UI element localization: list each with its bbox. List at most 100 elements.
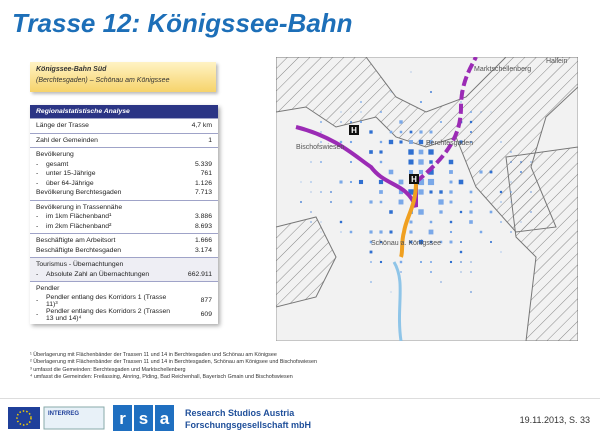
density-square <box>530 161 532 163</box>
density-square <box>390 291 392 293</box>
density-square <box>310 181 312 183</box>
row-label: Zahl der Gemeinden <box>36 136 98 144</box>
density-square <box>370 261 372 263</box>
row-label: Bevölkerung Berchtesgaden <box>36 189 122 197</box>
row-value: 3.886 <box>194 213 212 221</box>
density-square <box>420 261 422 263</box>
density-square <box>409 230 413 234</box>
density-square <box>320 121 322 123</box>
footnote: ² Überlagerung mit Flächenbänder der Tra… <box>30 359 317 366</box>
density-square <box>469 140 473 144</box>
table-row: - im 2km Flächenband² 8.693 <box>30 222 218 232</box>
density-square <box>398 179 404 185</box>
table-row: - im 1km Flächenband¹ 3.886 <box>30 212 218 222</box>
row-bullet: - <box>36 311 39 318</box>
row-value: 3.174 <box>194 246 212 254</box>
density-square <box>489 210 493 214</box>
density-square <box>469 190 473 194</box>
row-label: im 2km Flächenband² <box>46 222 112 230</box>
row-label: im 1km Flächenband¹ <box>46 213 112 221</box>
density-square <box>378 179 384 185</box>
density-square <box>369 240 373 244</box>
density-square <box>449 180 453 184</box>
density-square <box>310 191 312 193</box>
density-square <box>300 181 302 183</box>
density-square <box>489 170 493 174</box>
density-square <box>408 159 414 165</box>
density-square <box>459 250 463 254</box>
row-label: Absolute Zahl an Übernachtungen <box>46 270 150 278</box>
density-square <box>300 201 302 203</box>
density-square <box>440 281 442 283</box>
density-square <box>479 230 483 234</box>
density-square <box>418 189 424 195</box>
density-square <box>428 169 434 175</box>
density-square <box>460 101 462 103</box>
row-label: unter 15-Jährige <box>46 170 96 178</box>
row-value: 4,7 km <box>191 122 212 130</box>
row-label: Pendler <box>36 285 60 293</box>
density-square <box>510 191 512 193</box>
stop-box <box>409 174 419 184</box>
table-row: Beschäftigte Berchtesgaden 3.174 <box>30 246 218 256</box>
density-square <box>379 160 383 164</box>
density-square <box>449 170 453 174</box>
density-square <box>459 210 463 214</box>
density-square <box>419 130 423 134</box>
density-square <box>388 139 394 145</box>
row-value: 1.126 <box>194 179 212 187</box>
density-square <box>448 159 454 165</box>
density-square <box>409 240 413 244</box>
density-square <box>390 91 392 93</box>
density-square <box>490 111 492 113</box>
org-line-1: Research Studios Austria <box>185 408 295 418</box>
density-square <box>430 261 432 263</box>
row-bullet: - <box>36 160 39 168</box>
density-square <box>418 169 424 175</box>
interreg-text: INTERREG <box>48 411 79 417</box>
row-value: 609 <box>200 311 212 318</box>
stop-marker: H <box>411 175 417 184</box>
logo-square <box>155 405 174 431</box>
stop-box <box>349 125 359 135</box>
density-square <box>470 261 472 263</box>
density-square <box>470 111 472 113</box>
route-line-11 <box>295 125 418 208</box>
table-group: Pendler - Pendler entlang des Korridors 1 … <box>30 281 218 324</box>
hatched-area <box>505 146 578 341</box>
density-square <box>460 271 462 273</box>
density-square <box>520 161 522 163</box>
logo-square <box>134 405 153 431</box>
density-square <box>398 199 404 205</box>
density-square <box>410 71 412 73</box>
density-square <box>320 161 322 163</box>
density-square <box>340 121 342 123</box>
row-value: 7.713 <box>194 189 212 197</box>
density-square <box>379 140 383 144</box>
density-square <box>358 179 364 185</box>
density-square <box>500 251 502 253</box>
density-square <box>418 209 424 215</box>
footnote: ⁴ umfasst die Gemeinden: Freilassing, Ai… <box>30 374 293 381</box>
density-square <box>340 111 342 113</box>
density-square <box>408 149 414 155</box>
density-square <box>458 179 464 185</box>
row-label: Länge der Trasse <box>36 122 89 130</box>
density-square <box>389 130 393 134</box>
hatched-area <box>276 216 337 308</box>
stop-marker: H <box>351 126 357 135</box>
table-row: Zahl der Gemeinden 1 <box>30 136 218 146</box>
density-square <box>320 141 322 143</box>
table-row: Länge der Trasse 4,7 km <box>30 121 218 131</box>
density-square <box>449 230 453 234</box>
density-square <box>427 178 435 186</box>
density-square <box>470 131 472 133</box>
density-square <box>438 199 444 205</box>
interreg-logo <box>43 406 105 430</box>
density-square <box>440 121 442 123</box>
density-square <box>429 160 433 164</box>
density-square <box>449 220 453 224</box>
density-square <box>320 131 322 133</box>
density-square <box>360 101 362 103</box>
